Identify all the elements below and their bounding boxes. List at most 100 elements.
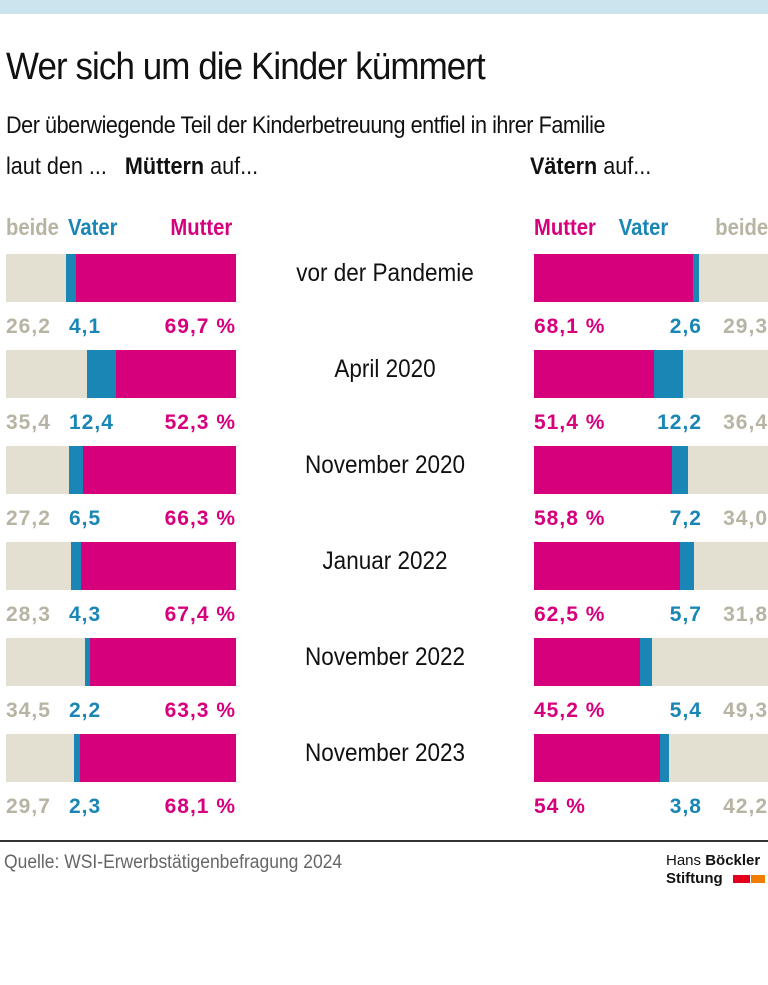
stacked-bar (534, 638, 768, 686)
value-label-vater: 2,3 (69, 795, 102, 818)
value-label-vater: 6,5 (69, 507, 102, 530)
bar-segment-vater (71, 542, 81, 590)
value-label-beide: 35,4 (6, 411, 51, 434)
legend-beide: beide (715, 214, 768, 240)
value-label-vater: 7,2 (669, 507, 702, 530)
value-label-mutter: 69,7 % (164, 315, 236, 338)
bar-segment-beide (6, 254, 67, 302)
bar-segment-vater (85, 638, 91, 686)
category-label: Januar 2022 (322, 547, 448, 575)
bar-segment-vater (654, 350, 683, 398)
stacked-bar (6, 734, 236, 782)
value-label-vater: 12,2 (657, 411, 702, 434)
value-label-mutter: 54 % (534, 795, 586, 818)
left-group-suffix: auf... (210, 153, 259, 180)
bar-segment-vater (74, 734, 80, 782)
logo-red-block (733, 875, 750, 883)
stacked-bar (6, 638, 236, 686)
bar-segment-beide (6, 542, 72, 590)
value-label-beide: 34,0 (723, 507, 768, 530)
bar-segment-vater (87, 350, 116, 398)
value-label-beide: 27,2 (6, 507, 51, 530)
value-label-vater: 5,7 (669, 603, 702, 626)
value-label-beide: 29,7 (6, 795, 51, 818)
category-label: November 2022 (304, 643, 466, 671)
bar-segment-beide (6, 446, 69, 494)
category-label: November 2020 (304, 451, 466, 479)
value-label-vater: 4,1 (69, 315, 102, 338)
bar-segment-vater (660, 734, 670, 782)
legend-mutter: Mutter (170, 214, 232, 240)
category-label: November 2023 (304, 739, 466, 767)
value-label-beide: 29,3 (723, 315, 768, 338)
value-label-beide: 42,2 (723, 795, 768, 818)
stacked-bar (6, 254, 236, 302)
legend-vater: Vater (618, 214, 668, 240)
bar-segment-mutter (534, 350, 655, 398)
right-panel-intro: Vätern auf... (530, 153, 651, 181)
bar-segment-vater (693, 254, 700, 302)
left-group-label: Müttern (124, 153, 205, 180)
value-label-mutter: 63,3 % (164, 699, 236, 722)
bar-segment-mutter (83, 446, 236, 494)
stacked-bar (534, 254, 768, 302)
value-label-beide: 26,2 (6, 315, 51, 338)
value-label-beide: 49,3 (723, 699, 768, 722)
chart-subtitle: Der überwiegende Teil der Kinderbetreuun… (6, 112, 606, 139)
bar-segment-mutter (75, 254, 236, 302)
chart-title: Wer sich um die Kinder kümmert (6, 46, 486, 88)
value-label-beide: 34,5 (6, 699, 51, 722)
bar-segment-mutter (534, 446, 672, 494)
stacked-bar (6, 542, 236, 590)
category-label: April 2020 (334, 355, 436, 383)
left-panel-intro: laut den ... Müttern auf... (6, 153, 258, 181)
bar-segment-mutter (534, 734, 661, 782)
value-label-vater: 2,6 (669, 315, 702, 338)
bar-segment-mutter (79, 734, 236, 782)
value-label-mutter: 66,3 % (164, 507, 236, 530)
value-label-vater: 4,3 (69, 603, 102, 626)
value-label-mutter: 52,3 % (164, 411, 236, 434)
value-label-vater: 12,4 (69, 411, 114, 434)
bar-segment-mutter (534, 254, 694, 302)
legend-beide: beide (6, 214, 59, 240)
value-label-beide: 28,3 (6, 603, 51, 626)
bar-segment-mutter (115, 350, 236, 398)
value-label-vater: 2,2 (69, 699, 102, 722)
bar-segment-vater (639, 638, 653, 686)
bar-segment-vater (671, 446, 689, 494)
bar-segment-mutter (534, 638, 640, 686)
bar-segment-beide (699, 254, 768, 302)
stacked-bar (6, 446, 236, 494)
value-label-vater: 5,4 (669, 699, 702, 722)
hans-boeckler-logo: Hans Böckler Stiftung (666, 852, 761, 887)
value-label-mutter: 68,1 % (534, 315, 606, 338)
value-label-beide: 31,8 (723, 603, 768, 626)
bar-segment-vater (680, 542, 694, 590)
bar-segment-mutter (534, 542, 681, 590)
legend-mutter: Mutter (534, 214, 596, 240)
legend-vater: Vater (68, 214, 118, 240)
value-label-mutter: 58,8 % (534, 507, 606, 530)
stacked-bar (534, 542, 768, 590)
value-label-mutter: 67,4 % (164, 603, 236, 626)
logo-orange-block (751, 875, 765, 883)
top-band (0, 0, 768, 14)
value-label-beide: 36,4 (723, 411, 768, 434)
bar-segment-beide (6, 350, 88, 398)
value-label-mutter: 62,5 % (534, 603, 606, 626)
bar-segment-beide (652, 638, 768, 686)
bar-segment-beide (682, 350, 768, 398)
bar-segment-beide (693, 542, 768, 590)
bar-segment-mutter (80, 542, 236, 590)
right-group-label: Vätern (530, 153, 598, 180)
stacked-bar (6, 350, 236, 398)
value-label-mutter: 68,1 % (164, 795, 236, 818)
bar-segment-beide (6, 734, 75, 782)
bar-segment-mutter (90, 638, 236, 686)
right-group-suffix: auf... (603, 153, 652, 180)
stacked-bar (534, 446, 768, 494)
bar-segment-vater (68, 446, 84, 494)
bar-segment-beide (669, 734, 768, 782)
value-label-mutter: 51,4 % (534, 411, 606, 434)
